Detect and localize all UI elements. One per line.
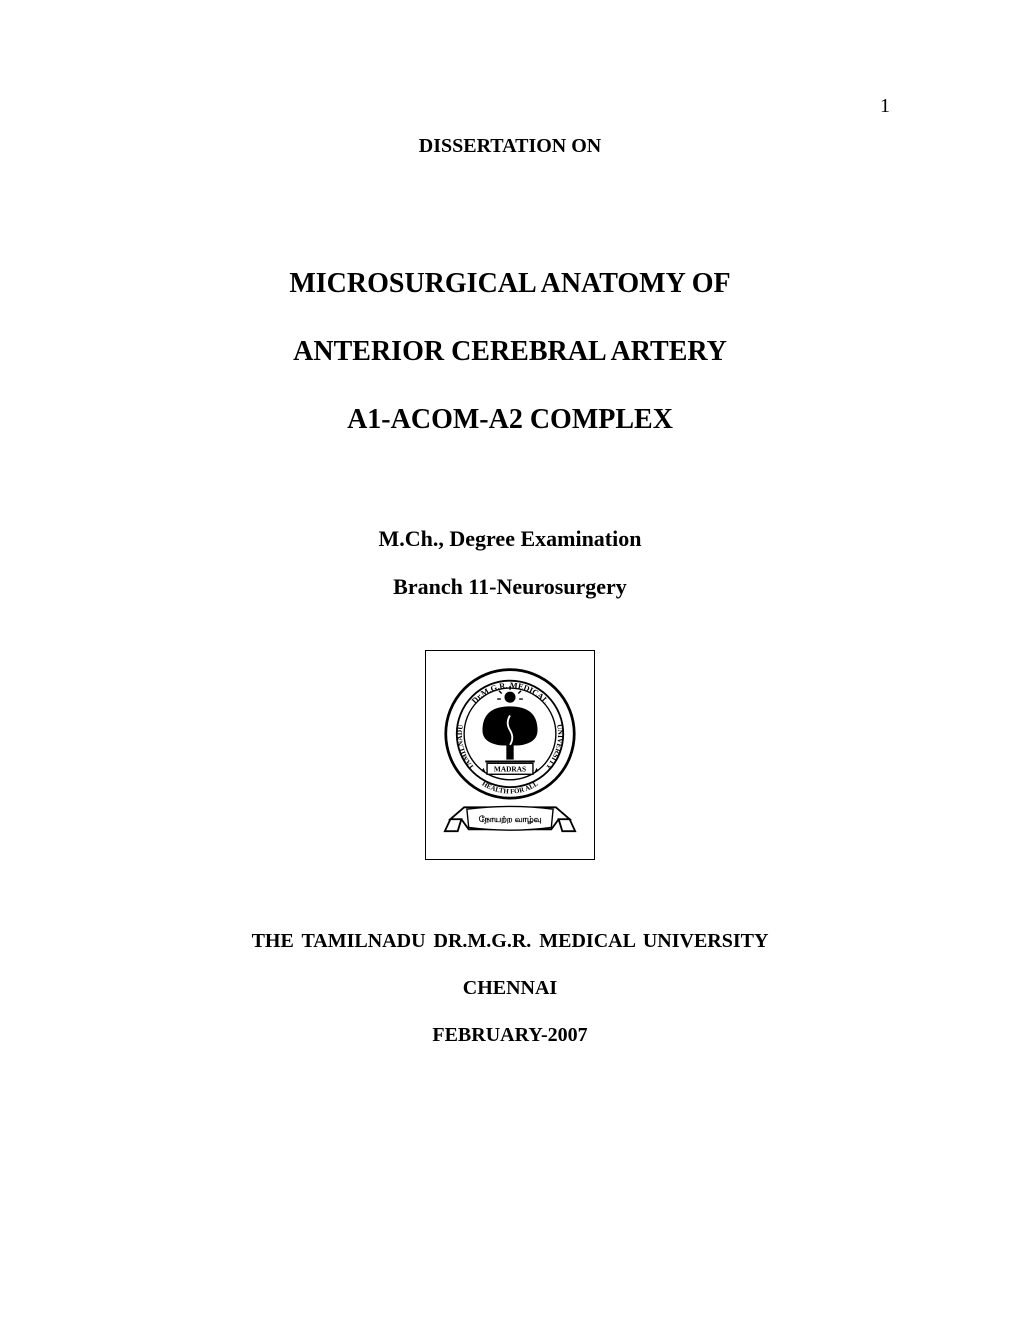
emblem-center-text: MADRAS (494, 765, 526, 774)
university-emblem-icon: Dr.M.G.R. MEDICAL TAMILNADU UNIVERSITY H… (425, 650, 595, 860)
city-name: CHENNAI (120, 977, 900, 1000)
svg-text:TAMILNADU: TAMILNADU (455, 723, 476, 772)
emblem-left-text: TAMILNADU (455, 723, 476, 772)
page-number: 1 (880, 95, 890, 118)
university-name: THE TAMILNADU DR.M.G.R. MEDICAL UNIVERSI… (120, 930, 900, 953)
emblem-right-text: UNIVERSITY (544, 723, 565, 772)
emblem-wrap: Dr.M.G.R. MEDICAL TAMILNADU UNIVERSITY H… (120, 650, 900, 860)
svg-text:UNIVERSITY: UNIVERSITY (544, 723, 565, 772)
degree-line: M.Ch., Degree Examination (120, 526, 900, 552)
title-line-1: MICROSURGICAL ANATOMY OF (120, 268, 900, 300)
branch-line: Branch 11-Neurosurgery (120, 574, 900, 600)
title-block: MICROSURGICAL ANATOMY OF ANTERIOR CEREBR… (120, 268, 900, 436)
emblem-banner-text: நோயற்ற வாழ்வு (479, 815, 542, 825)
title-line-3: A1-ACOM-A2 COMPLEX (120, 404, 900, 436)
page: 1 DISSERTATION ON MICROSURGICAL ANATOMY … (0, 0, 1020, 1320)
title-line-2: ANTERIOR CEREBRAL ARTERY (120, 336, 900, 368)
dissertation-label: DISSERTATION ON (120, 135, 900, 158)
date-line: FEBRUARY-2007 (120, 1024, 900, 1047)
